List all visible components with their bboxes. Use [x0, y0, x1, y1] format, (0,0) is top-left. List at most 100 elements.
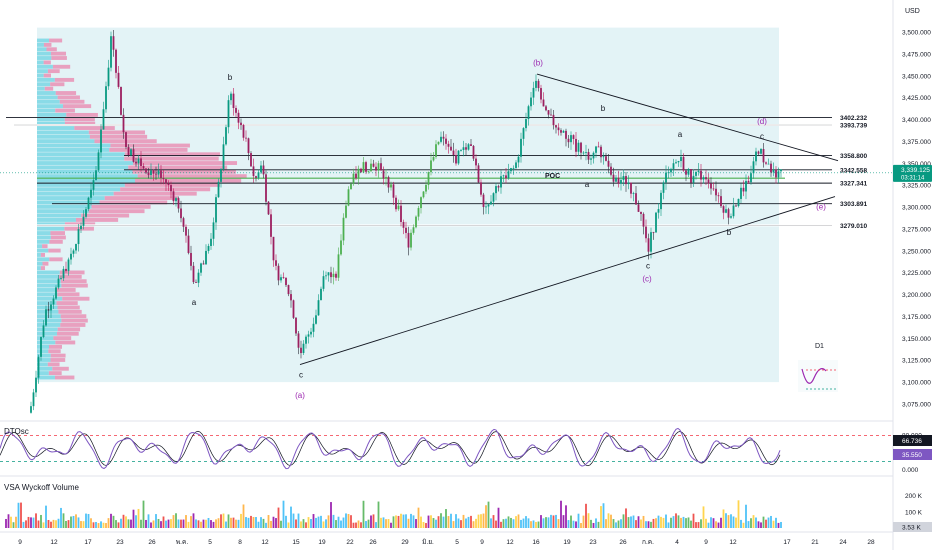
candle-body	[543, 100, 545, 107]
candle-body	[320, 289, 322, 300]
candle-body	[420, 197, 422, 208]
volume-bar	[53, 520, 55, 528]
candle-body	[188, 236, 190, 253]
candle-body	[523, 128, 525, 139]
level-label: 3327.341	[840, 181, 867, 188]
volume-bar	[548, 517, 550, 528]
volume-bar	[690, 521, 692, 528]
candle-body	[325, 275, 327, 276]
candle-body	[538, 81, 540, 88]
volume-bar	[450, 514, 452, 528]
profile-row-up	[37, 109, 55, 113]
volume-bar	[523, 519, 525, 528]
candle-body	[755, 152, 757, 162]
volume-bar	[485, 505, 487, 528]
volume-bar	[265, 523, 267, 528]
profile-row-down	[58, 95, 80, 99]
candle-body	[110, 36, 112, 67]
price-tick-label: 3,150.000	[902, 336, 931, 343]
candle-body	[345, 206, 347, 218]
candle-body	[658, 209, 660, 213]
volume-bar	[500, 522, 502, 528]
volume-bar	[363, 501, 365, 528]
volume-bar	[448, 516, 450, 528]
volume-bar	[708, 523, 710, 528]
volume-bar	[135, 515, 137, 528]
profile-row-up	[37, 319, 61, 323]
candle-body	[75, 244, 77, 250]
volume-bar	[180, 520, 182, 528]
profile-row-down	[138, 174, 247, 178]
candle-body	[275, 260, 277, 266]
profile-row-down	[90, 135, 147, 139]
candle-body	[590, 158, 592, 159]
profile-row-down	[42, 262, 48, 266]
profile-row-up	[37, 336, 53, 340]
volume-bar	[603, 503, 605, 528]
profile-row-up	[37, 275, 58, 279]
candle-body	[500, 176, 502, 187]
candle-body	[388, 177, 390, 188]
profile-row-up	[37, 126, 74, 130]
candle-body	[580, 143, 582, 153]
volume-bar	[470, 516, 472, 528]
volume-bar	[103, 523, 105, 528]
profile-row-up	[37, 240, 49, 244]
volume-bar	[140, 520, 142, 528]
volume-bar	[433, 518, 435, 528]
candle-body	[553, 115, 555, 125]
volume-bar	[655, 518, 657, 528]
profile-row-up	[37, 65, 53, 69]
volume-bar	[73, 516, 75, 528]
candle-body	[158, 171, 160, 175]
candle-body	[233, 94, 235, 108]
volume-tick-100: 100 K	[905, 510, 923, 517]
volume-bar	[338, 517, 340, 528]
candle-body	[288, 285, 290, 294]
candle-body	[435, 144, 437, 157]
volume-bar	[80, 521, 82, 528]
candle-body	[620, 180, 622, 184]
volume-bar	[403, 515, 405, 528]
volume-bar	[353, 523, 355, 528]
candle-body	[170, 185, 172, 191]
volume-bar	[280, 521, 282, 528]
candle-body	[33, 392, 35, 406]
date-tick-label: 12	[261, 539, 269, 546]
candle-body	[408, 233, 410, 248]
candle-body	[508, 171, 510, 178]
profile-row-up	[37, 314, 61, 318]
volume-bar	[220, 514, 222, 528]
candle-body	[720, 196, 722, 206]
candle-body	[210, 239, 212, 246]
volume-bar	[208, 518, 210, 528]
volume-bar	[585, 504, 587, 528]
volume-bar	[50, 522, 52, 528]
candle-body	[353, 174, 355, 184]
profile-row-down	[60, 323, 85, 327]
profile-row-down	[50, 82, 64, 86]
candle-body	[125, 132, 127, 147]
volume-bar	[48, 520, 50, 528]
profile-row-up	[37, 52, 51, 56]
candle-body	[255, 176, 257, 178]
wave-label: b	[601, 104, 606, 113]
candle-body	[268, 202, 270, 215]
profile-row-up	[37, 345, 49, 349]
candle-body	[745, 181, 747, 192]
level-label: 3402.232	[840, 115, 867, 122]
candle-body	[713, 189, 715, 190]
candle-body	[548, 110, 550, 114]
profile-row-up	[37, 262, 42, 266]
candle-body	[63, 269, 65, 278]
volume-bar	[423, 522, 425, 528]
candle-body	[208, 246, 210, 251]
price-tick-label: 3,475.000	[902, 51, 931, 58]
profile-row-up	[37, 144, 110, 148]
candle-body	[660, 193, 662, 209]
candle-body	[608, 161, 610, 167]
candle-body	[708, 179, 710, 183]
volume-bar	[13, 522, 15, 528]
